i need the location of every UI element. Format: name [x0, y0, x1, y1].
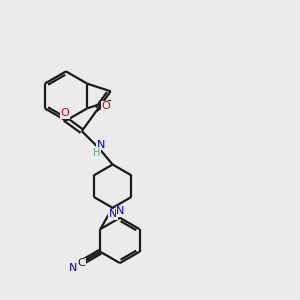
Text: C: C: [78, 258, 85, 268]
Text: H: H: [93, 148, 100, 158]
Text: N: N: [109, 209, 117, 219]
Text: O: O: [61, 108, 69, 118]
Text: O: O: [102, 101, 111, 111]
Text: N: N: [116, 206, 125, 216]
Text: N: N: [97, 140, 105, 150]
Text: N: N: [69, 263, 78, 273]
